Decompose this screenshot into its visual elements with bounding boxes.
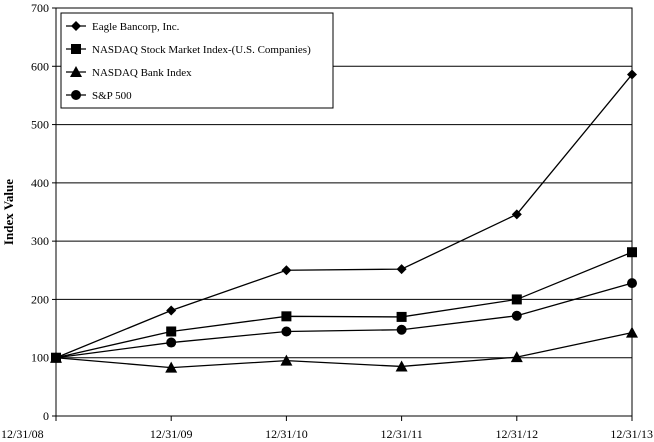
series-0 — [51, 69, 637, 363]
y-tick-label: 400 — [31, 176, 49, 190]
data-point — [626, 326, 638, 338]
x-tick-label: 12/31/11 — [380, 427, 422, 441]
data-point — [281, 265, 292, 276]
y-tick-label: 700 — [31, 1, 49, 15]
series-line — [55, 282, 633, 359]
legend-marker — [71, 21, 81, 31]
series-3 — [51, 278, 637, 363]
x-tick-label: 12/31/13 — [610, 427, 653, 441]
legend-label: Eagle Bancorp, Inc. — [92, 21, 180, 33]
x-axis-ticks: 12/31/08 12/31/09 12/31/10 12/31/11 12/31/12… — [1, 416, 653, 441]
legend-marker — [70, 66, 82, 77]
y-tick-label: 200 — [31, 292, 49, 306]
legend-label: S&P 500 — [92, 90, 132, 102]
legend-label: NASDAQ Stock Market Index-(U.S. Companie… — [92, 44, 311, 56]
x-tick-label: 12/31/08 — [1, 427, 44, 441]
series-group — [50, 69, 638, 373]
data-point — [511, 209, 522, 220]
data-point — [166, 326, 177, 337]
gridlines — [56, 65, 632, 359]
data-point — [511, 294, 522, 305]
data-point — [510, 351, 523, 363]
y-tick-label: 600 — [31, 59, 49, 73]
x-tick-label: 12/31/12 — [495, 427, 538, 441]
legend-item: NASDAQ Stock Market Index-(U.S. Companie… — [66, 44, 311, 56]
data-point — [395, 360, 408, 372]
data-point — [281, 311, 292, 322]
legend-marker — [71, 90, 81, 100]
data-point — [280, 354, 293, 366]
x-tick-label: 12/31/09 — [150, 427, 193, 441]
data-point — [511, 310, 522, 321]
y-tick-label: 100 — [31, 351, 49, 365]
legend-box — [60, 12, 334, 109]
data-point — [165, 361, 178, 373]
legend-label: NASDAQ Bank Index — [92, 67, 192, 79]
data-point — [627, 278, 637, 289]
series-2 — [50, 326, 638, 373]
data-point — [396, 264, 407, 275]
series-line — [55, 332, 633, 369]
data-point — [396, 311, 407, 322]
data-point — [51, 352, 61, 363]
legend: Eagle Bancorp, Inc. NASDAQ Stock Market I… — [60, 12, 334, 109]
y-axis-ticks: 0 100 200 300 400 500 600 700 — [31, 1, 56, 423]
series-line — [55, 251, 633, 359]
legend-item: NASDAQ Bank Index — [66, 66, 192, 79]
data-point — [166, 337, 177, 348]
y-axis-title: Index Value — [1, 179, 16, 245]
legend-marker — [71, 44, 81, 54]
y-tick-label: 0 — [43, 409, 49, 423]
series-1 — [51, 247, 637, 363]
data-point — [281, 326, 292, 337]
x-tick-label: 12/31/10 — [265, 427, 308, 441]
y-tick-label: 300 — [31, 234, 49, 248]
data-point — [627, 69, 637, 80]
data-point — [166, 305, 177, 316]
y-tick-label: 500 — [31, 118, 49, 132]
series-line — [55, 74, 633, 359]
plot-area-frame — [55, 7, 633, 417]
legend-item: S&P 500 — [66, 90, 132, 102]
data-point — [627, 247, 637, 258]
legend-item: Eagle Bancorp, Inc. — [66, 21, 180, 33]
data-point — [396, 324, 407, 335]
